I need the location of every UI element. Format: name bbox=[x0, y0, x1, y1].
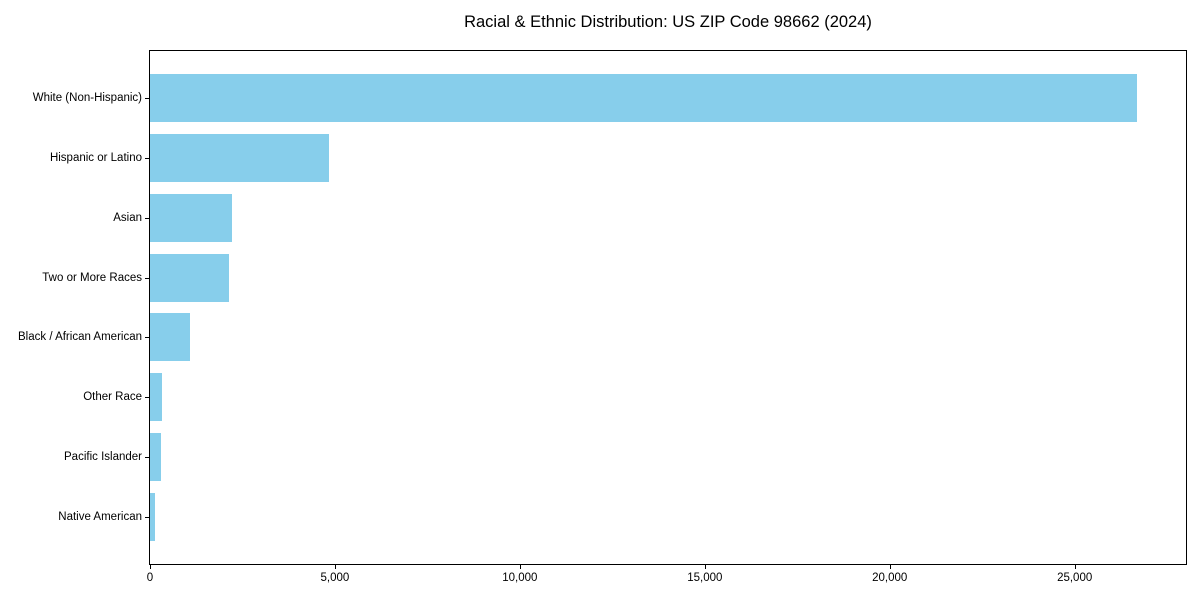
bar-native-american bbox=[150, 492, 155, 541]
bar-other-race bbox=[150, 373, 163, 422]
bar-pacific-islander bbox=[150, 432, 162, 481]
x-tick-mark bbox=[1074, 565, 1076, 569]
x-tick-label-0: 0 bbox=[146, 572, 154, 584]
x-tick-mark bbox=[889, 565, 891, 569]
x-tick-mark bbox=[704, 565, 706, 569]
y-axis-label-other-race: Other Race bbox=[83, 391, 142, 404]
y-tick-mark bbox=[145, 337, 149, 339]
y-tick-mark bbox=[145, 98, 149, 100]
y-tick-mark bbox=[145, 217, 149, 219]
x-tick-mark bbox=[334, 565, 336, 569]
plot-area: White (Non-Hispanic) Hispanic or Latino As… bbox=[18, 50, 1187, 584]
y-tick-mark bbox=[145, 277, 149, 279]
x-tick-label-5000: 5,000 bbox=[320, 572, 350, 584]
x-tick-mark bbox=[519, 565, 521, 569]
chart-title: Racial & Ethnic Distribution: US ZIP Cod… bbox=[464, 13, 872, 31]
y-axis-label-native-american: Native American bbox=[58, 510, 142, 523]
x-tick-label-20000: 20,000 bbox=[872, 572, 908, 584]
bar-asian bbox=[150, 193, 233, 242]
x-tick-label-10000: 10,000 bbox=[502, 572, 538, 584]
bar-two-or-more-races bbox=[150, 253, 229, 302]
y-tick-mark bbox=[145, 158, 149, 160]
y-axis-label-black-african-american: Black / African American bbox=[18, 331, 142, 344]
y-axis-label-asian: Asian bbox=[113, 211, 142, 224]
y-tick-mark bbox=[145, 516, 149, 518]
x-tick-label-25000: 25,000 bbox=[1057, 572, 1093, 584]
bar-hispanic-or-latino bbox=[150, 134, 330, 183]
bar-white-non-hispanic bbox=[150, 74, 1137, 123]
y-axis-label-pacific-islander: Pacific Islander bbox=[64, 450, 142, 463]
y-axis-label-hispanic-or-latino: Hispanic or Latino bbox=[49, 152, 142, 165]
y-axis-label-two-or-more-races: Two or More Races bbox=[42, 271, 142, 284]
x-tick-mark bbox=[150, 565, 151, 569]
y-tick-mark bbox=[145, 397, 149, 399]
x-tick-label-15000: 15,000 bbox=[687, 572, 723, 584]
y-axis-label-white-non-hispanic: White (Non-Hispanic) bbox=[32, 92, 142, 105]
y-tick-mark bbox=[145, 456, 149, 458]
bar-black-african-american bbox=[150, 313, 190, 362]
